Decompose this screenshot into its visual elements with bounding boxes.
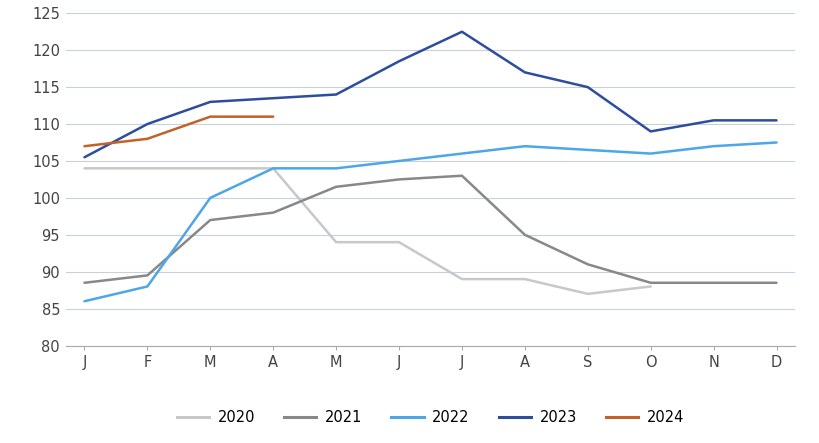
- Legend: 2020, 2021, 2022, 2023, 2024: 2020, 2021, 2022, 2023, 2024: [170, 404, 690, 431]
